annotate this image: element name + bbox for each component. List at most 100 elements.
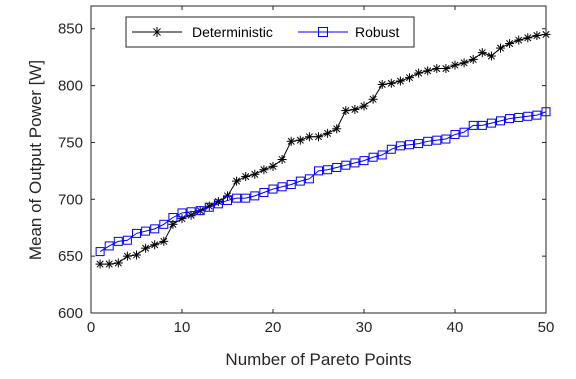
asterisk-marker: [250, 169, 260, 179]
asterisk-marker: [386, 78, 396, 88]
asterisk-marker: [104, 259, 114, 269]
square-marker: [523, 111, 533, 121]
y-tick-label: 650: [58, 248, 83, 265]
square-marker: [477, 120, 487, 130]
square-marker: [323, 165, 333, 175]
asterisk-marker: [314, 132, 323, 142]
series-robust: [95, 107, 551, 257]
x-tick-label: 0: [87, 319, 95, 336]
y-tick-label: 800: [58, 78, 83, 95]
plot-frame: [90, 5, 547, 314]
legend-label-deterministic: Deterministic: [192, 24, 273, 40]
square-marker: [132, 228, 141, 238]
asterisk-marker: [532, 31, 542, 41]
asterisk-marker: [141, 243, 151, 253]
asterisk-marker: [377, 79, 387, 89]
asterisk-marker: [268, 161, 278, 171]
square-marker: [250, 191, 260, 201]
square-marker: [177, 208, 187, 218]
asterisk-marker: [395, 76, 405, 86]
asterisk-marker: [441, 64, 451, 74]
asterisk-marker: [304, 132, 314, 142]
x-tick-label: 30: [356, 319, 373, 336]
asterisk-marker: [113, 258, 123, 268]
asterisk-marker: [152, 27, 162, 37]
legend-marker-robust: [318, 27, 328, 37]
square-marker: [150, 224, 160, 234]
square-marker: [377, 150, 387, 160]
asterisk-marker: [432, 64, 442, 74]
square-marker: [496, 116, 505, 126]
square-marker: [141, 226, 151, 236]
asterisk-marker: [295, 135, 305, 145]
asterisk-marker: [95, 259, 105, 269]
square-marker: [432, 135, 442, 145]
square-marker: [186, 207, 196, 217]
square-marker: [532, 110, 542, 120]
square-marker: [232, 193, 242, 203]
x-axis-label: Number of Pareto Points: [225, 350, 411, 369]
asterisk-marker: [368, 94, 378, 104]
asterisk-marker: [323, 128, 333, 138]
asterisk-marker: [277, 155, 287, 164]
asterisk-marker: [414, 68, 424, 78]
asterisk-marker: [232, 176, 242, 186]
square-marker: [314, 166, 323, 176]
square-marker: [350, 158, 360, 168]
asterisk-marker: [223, 191, 232, 201]
square-marker: [104, 241, 114, 251]
legend: Deterministic Robust: [125, 16, 415, 48]
asterisk-marker: [405, 73, 414, 83]
y-tick-label: 850: [58, 21, 83, 38]
square-marker: [486, 118, 496, 128]
square-marker: [395, 141, 405, 151]
square-marker: [213, 199, 223, 209]
square-marker: [286, 180, 296, 190]
asterisk-marker: [477, 48, 487, 58]
square-marker: [405, 140, 414, 150]
asterisk-marker: [505, 39, 515, 49]
asterisk-marker: [159, 236, 169, 246]
asterisk-marker: [350, 104, 360, 114]
square-marker: [468, 120, 478, 130]
asterisk-marker: [122, 251, 132, 261]
square-marker: [113, 236, 123, 246]
square-marker: [505, 114, 515, 124]
x-tick-label: 50: [538, 319, 555, 336]
y-axis-label: Mean of Output Power [W]: [26, 60, 45, 260]
asterisk-marker: [341, 106, 351, 116]
legend-marker-deterministic: [152, 27, 162, 37]
square-marker: [295, 176, 305, 186]
x-tick-label: 20: [265, 319, 282, 336]
asterisk-marker: [177, 214, 187, 224]
ticks-layer: 0 10 20 30 40 50 600 650 700 750 800 850: [58, 6, 554, 336]
legend-label-robust: Robust: [355, 24, 399, 40]
square-marker: [414, 139, 424, 149]
square-marker: [332, 162, 342, 172]
asterisk-marker: [286, 136, 296, 146]
asterisk-marker: [150, 240, 160, 250]
series-layer: [95, 29, 551, 269]
asterisk-marker: [468, 54, 478, 64]
asterisk-marker: [332, 124, 342, 134]
asterisk-marker: [241, 172, 251, 182]
asterisk-marker: [486, 51, 496, 61]
x-tick-label: 40: [447, 319, 464, 336]
asterisk-marker: [423, 66, 433, 76]
asterisk-marker: [496, 43, 505, 53]
square-marker: [441, 134, 451, 144]
asterisk-marker: [450, 60, 460, 70]
square-marker: [268, 184, 278, 194]
square-marker: [195, 206, 205, 216]
square-marker: [95, 247, 105, 257]
x-tick-label: 10: [174, 319, 191, 336]
asterisk-marker: [523, 33, 533, 43]
square-marker: [159, 219, 169, 229]
series-deterministic: [95, 29, 551, 269]
square-marker: [459, 127, 469, 137]
asterisk-marker: [132, 250, 141, 260]
square-marker: [259, 187, 269, 197]
square-marker: [277, 182, 287, 192]
